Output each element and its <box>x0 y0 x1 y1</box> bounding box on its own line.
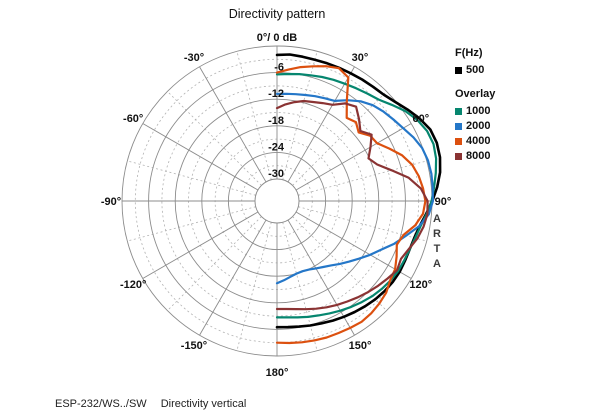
grid-spoke-dashed <box>236 51 272 180</box>
legend-swatch-2000 <box>455 123 462 130</box>
apex-angle-db-label: 0°/ 0 dB <box>256 32 298 44</box>
grid-spoke-solid <box>142 211 259 279</box>
caption: ESP-232/WS../SW Directivity vertical <box>55 398 246 410</box>
grid-spoke-dashed <box>292 216 387 311</box>
chart-title: Directivity pattern <box>228 7 326 21</box>
legend-overlay-header: Overlay <box>455 88 496 100</box>
angle-label--150: -150° <box>181 340 207 352</box>
grid-spoke-dashed <box>167 216 262 311</box>
db-tick-label--24: -24 <box>268 141 285 153</box>
angle-label-90: 90° <box>435 196 452 208</box>
legend-label-500: 500 <box>466 64 485 76</box>
legend-swatch-8000 <box>455 153 462 160</box>
db-tick-label--30: -30 <box>268 168 284 180</box>
legend-swatch-4000 <box>455 138 462 145</box>
legend: F(Hz) 500 Overlay 1000 2000 4000 8000 <box>455 46 495 164</box>
grid-spoke-solid <box>295 123 412 191</box>
angle-label-180: 180° <box>266 367 289 379</box>
legend-item-8000: 8000 <box>455 149 495 164</box>
curve-1000hz <box>275 72 438 319</box>
watermark-letter: R <box>433 228 441 240</box>
db-tick-label--18: -18 <box>268 115 284 127</box>
legend-label-2000: 2000 <box>466 120 491 132</box>
legend-label-1000: 1000 <box>466 105 491 117</box>
angle-label--30: -30° <box>184 52 204 64</box>
legend-item-1000: 1000 <box>455 104 495 119</box>
grid-spoke-dashed <box>292 91 387 186</box>
angle-label--90: -90° <box>101 196 121 208</box>
legend-spacer <box>455 78 495 87</box>
watermark-letter: T <box>433 243 441 255</box>
grid-spoke-dashed <box>167 91 262 186</box>
grid-spoke-solid <box>199 219 267 336</box>
caption-measurement: Directivity vertical <box>160 398 247 410</box>
curve-8000hz <box>275 99 429 311</box>
angle-label-30: 30° <box>352 52 369 64</box>
legend-swatch-500 <box>455 67 462 74</box>
grid-spoke-dashed <box>127 206 256 242</box>
grid-spoke-solid <box>199 66 267 183</box>
watermark-letter: A <box>433 213 441 225</box>
legend-label-8000: 8000 <box>466 150 491 162</box>
angle-label-120: 120° <box>409 279 432 291</box>
grid-spoke-solid <box>287 66 355 183</box>
legend-label-4000: 4000 <box>466 135 491 147</box>
db-tick-label--6: -6 <box>274 62 284 74</box>
curve-4000hz <box>275 65 427 345</box>
grid-ring-solid <box>254 178 300 224</box>
grid-spoke-dashed <box>282 51 318 180</box>
angle-label-150: 150° <box>349 340 372 352</box>
grid-spoke-dashed <box>282 222 318 351</box>
db-tick-label--12: -12 <box>268 88 284 100</box>
grid-spoke-dashed <box>127 160 256 196</box>
angle-label--60: -60° <box>123 113 143 125</box>
angle-label-60: 60° <box>412 113 429 125</box>
grid-spoke-dashed <box>298 160 427 196</box>
grid-spoke-solid <box>295 211 412 279</box>
curve-2000hz <box>275 92 434 285</box>
legend-swatch-1000 <box>455 108 462 115</box>
caption-model: ESP-232/WS../SW <box>55 398 147 410</box>
watermark-letter: A <box>433 258 441 270</box>
grid-spoke-dashed <box>236 222 272 351</box>
angle-label--120: -120° <box>120 279 146 291</box>
grid-spoke-solid <box>142 123 259 191</box>
legend-item-500: 500 <box>455 63 495 78</box>
legend-item-2000: 2000 <box>455 119 495 134</box>
legend-frequency-header: F(Hz) <box>455 47 483 59</box>
legend-item-4000: 4000 <box>455 134 495 149</box>
